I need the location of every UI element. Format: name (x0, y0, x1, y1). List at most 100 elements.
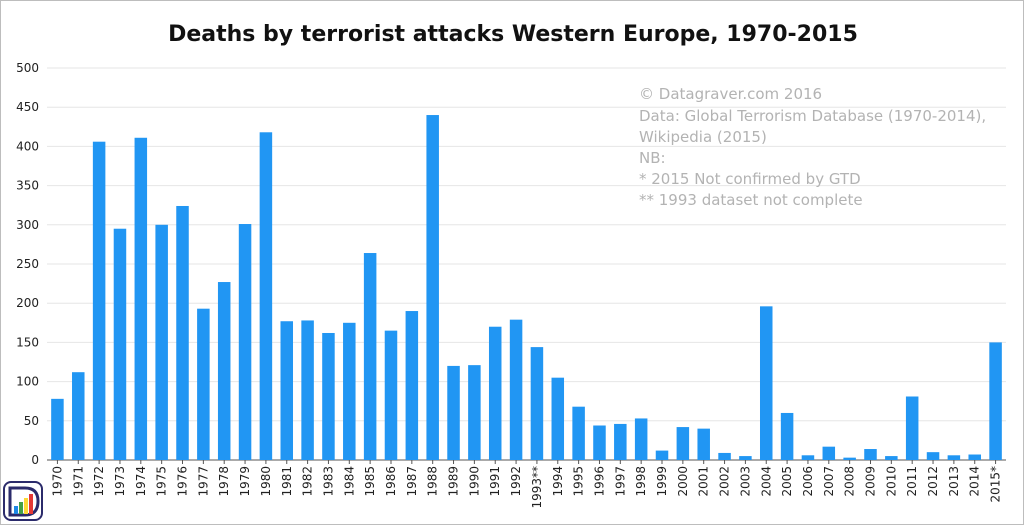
x-tick-label: 1975 (155, 466, 169, 497)
x-tick-label: 1972 (92, 466, 106, 497)
bar (447, 365, 460, 460)
x-tick-label: 1971 (71, 466, 85, 497)
bar (426, 115, 439, 460)
x-tick-label: 1986 (384, 466, 398, 497)
bar (176, 205, 189, 460)
y-tick-label: 50 (24, 414, 39, 428)
bar (968, 454, 981, 460)
bar (384, 330, 398, 460)
bar (217, 282, 231, 460)
bar (843, 457, 856, 460)
y-tick-label: 450 (16, 100, 39, 114)
x-axis: 1970 1971 1972 1973 1974 1975 1976 1977 1978 1979… (50, 460, 1003, 509)
bar (655, 450, 669, 460)
x-tick-label: 1974 (134, 466, 148, 497)
bar (155, 224, 168, 460)
x-tick-label: 1987 (405, 466, 419, 497)
x-tick-label: 1976 (176, 466, 190, 497)
x-tick-label: 1980 (259, 466, 273, 497)
bar (468, 365, 481, 460)
bar (322, 332, 335, 460)
bar (343, 322, 356, 460)
x-tick-label: 1998 (634, 466, 648, 497)
bar (780, 412, 794, 460)
x-tick-label: 2002 (718, 466, 732, 497)
bar (259, 132, 273, 460)
bar (113, 228, 127, 460)
bar (864, 449, 877, 460)
note-line: © Datagraver.com 2016 (639, 85, 822, 103)
x-tick-label: 1982 (301, 466, 315, 497)
chart-title: Deaths by terrorist attacks Western Euro… (168, 22, 858, 47)
datagraver-logo-icon (3, 481, 43, 521)
bar (989, 342, 1002, 460)
bar (885, 456, 898, 460)
x-tick-label: 2000 (676, 466, 690, 497)
bar (238, 224, 252, 460)
bar (405, 311, 419, 460)
x-tick-label: 2013 (947, 466, 961, 497)
bar (197, 308, 210, 460)
y-tick-label: 100 (16, 375, 39, 389)
bar (593, 425, 606, 460)
x-tick-label: 1989 (447, 466, 461, 497)
bar (822, 446, 836, 460)
x-tick-label: 1977 (196, 466, 210, 497)
y-tick-label: 400 (16, 139, 39, 153)
bar (676, 427, 690, 460)
x-tick-label: 1994 (551, 466, 565, 497)
x-tick-label: 2011 (905, 466, 919, 497)
x-tick-label: 1993** (530, 466, 544, 509)
x-tick-label: 2006 (801, 466, 815, 497)
note-line: * 2015 Not confirmed by GTD (639, 170, 861, 188)
x-tick-label: 2004 (759, 466, 773, 497)
bar (718, 452, 731, 460)
x-tick-label: 1984 (342, 466, 356, 497)
x-tick-label: 2010 (884, 466, 898, 497)
x-tick-label: 1985 (363, 466, 377, 497)
x-tick-label: 1996 (592, 466, 606, 497)
bar (509, 319, 523, 460)
y-tick-label: 250 (16, 257, 39, 271)
x-tick-label: 1981 (280, 466, 294, 497)
bar (634, 418, 648, 460)
bars (51, 115, 1002, 461)
x-tick-label: 1995 (572, 466, 586, 497)
bar (801, 455, 815, 460)
y-axis: 0 50 100 150 200 250 300 350 400 450 500 (16, 61, 39, 467)
x-tick-label: 2009 (863, 466, 877, 497)
x-tick-label: 1991 (488, 466, 502, 497)
bar (363, 253, 377, 460)
x-tick-label: 2008 (843, 466, 857, 497)
bar (280, 321, 294, 460)
bar (51, 398, 64, 460)
x-tick-label: 1988 (426, 466, 440, 497)
bar (905, 396, 919, 460)
bar (697, 428, 710, 460)
y-tick-label: 0 (31, 453, 39, 467)
bar (739, 456, 752, 460)
x-tick-label: 1992 (509, 466, 523, 497)
x-tick-label: 1979 (238, 466, 252, 497)
x-tick-label: 1978 (217, 466, 231, 497)
bar (572, 406, 585, 460)
source-notes: © Datagraver.com 2016 Data: Global Terro… (639, 85, 986, 209)
x-tick-label: 1970 (50, 466, 64, 497)
x-tick-label: 2007 (822, 466, 836, 497)
y-tick-label: 200 (16, 296, 39, 310)
y-tick-label: 150 (16, 335, 39, 349)
bar (72, 372, 85, 460)
x-tick-label: 2001 (697, 466, 711, 497)
note-line: Data: Global Terrorism Database (1970-20… (639, 107, 986, 125)
bar (614, 423, 627, 460)
note-line: ** 1993 dataset not complete (639, 191, 863, 209)
grid-lines (47, 67, 1006, 461)
x-tick-label: 1990 (467, 466, 481, 497)
bar (134, 137, 148, 460)
bar (301, 320, 314, 460)
x-tick-label: 2003 (738, 466, 752, 497)
y-tick-label: 300 (16, 218, 39, 232)
bar (926, 452, 940, 460)
